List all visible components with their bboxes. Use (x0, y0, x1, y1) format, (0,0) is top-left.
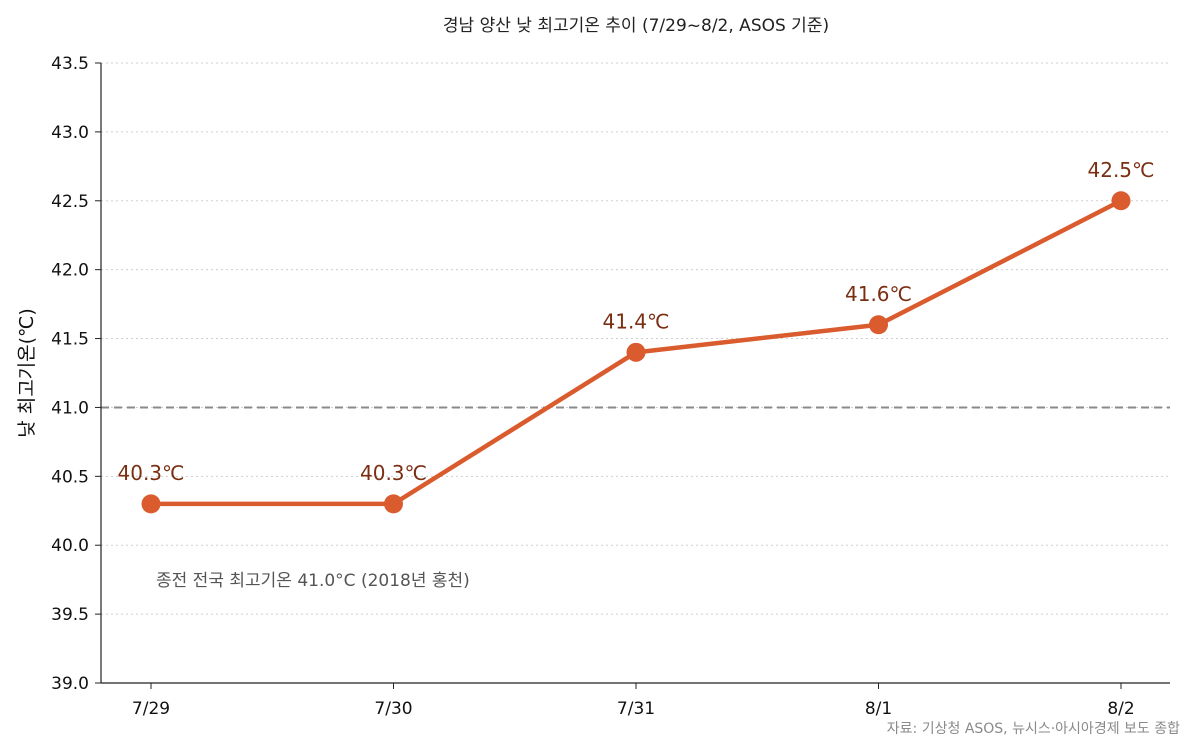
x-tick-label: 8/2 (1107, 699, 1134, 719)
y-tick-label: 43.0 (51, 123, 89, 143)
y-tick-label: 43.5 (51, 54, 89, 74)
x-tick-label: 7/29 (132, 699, 170, 719)
chart-title: 경남 양산 낮 최고기온 추이 (7/29~8/2, ASOS 기준) (443, 16, 829, 36)
x-ticks: 7/29 7/30 7/31 8/1 8/2 (132, 683, 1135, 719)
data-point (384, 494, 403, 514)
data-point (1111, 191, 1131, 211)
data-label: 40.3℃ (360, 461, 427, 485)
x-tick-label: 7/30 (374, 699, 412, 719)
y-tick-label: 41.5 (51, 330, 89, 350)
data-point (141, 494, 161, 514)
y-tick-label: 41.0 (51, 398, 89, 418)
record-annotation: 종전 전국 최고기온 41.0°C (2018년 홍천) (156, 571, 470, 591)
x-tick-label: 7/31 (617, 699, 655, 719)
y-tick-label: 42.0 (51, 261, 89, 281)
data-labels: 40.3℃ 40.3℃ 41.4℃ 41.6℃ 42.5℃ (118, 158, 1155, 485)
data-point (626, 342, 646, 362)
data-label: 41.4℃ (603, 309, 670, 333)
y-tick-label: 42.5 (51, 192, 89, 212)
data-point (869, 315, 888, 335)
source-note: 자료: 기상청 ASOS, 뉴시스·아시아경제 보도 종합 (887, 721, 1180, 737)
y-tick-label: 40.0 (51, 536, 89, 556)
y-axis-label: 낮 최고기온(℃) (16, 308, 38, 438)
y-tick-label: 40.5 (51, 467, 89, 487)
x-tick-label: 8/1 (865, 699, 892, 719)
grid-lines (101, 62, 1170, 615)
data-label: 40.3℃ (118, 461, 185, 485)
y-tick-label: 39.5 (51, 605, 89, 625)
y-tick-label: 39.0 (51, 674, 89, 694)
y-ticks: 39.0 39.5 40.0 40.5 41.0 41.5 42.0 42.5 43.0 43.5 (51, 54, 101, 694)
data-label: 42.5℃ (1088, 158, 1155, 182)
data-label: 41.6℃ (845, 282, 912, 306)
series-temperature (141, 191, 1131, 514)
